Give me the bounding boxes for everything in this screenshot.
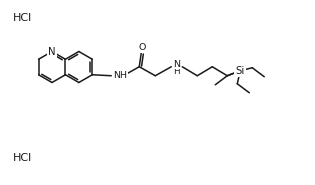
Text: Si: Si bbox=[236, 66, 245, 76]
Text: HCl: HCl bbox=[13, 153, 32, 163]
Text: N: N bbox=[173, 60, 180, 69]
Text: NH: NH bbox=[113, 71, 127, 80]
Text: O: O bbox=[139, 43, 146, 52]
Text: N: N bbox=[48, 46, 56, 56]
Text: HCl: HCl bbox=[13, 13, 32, 23]
Text: H: H bbox=[173, 67, 180, 76]
